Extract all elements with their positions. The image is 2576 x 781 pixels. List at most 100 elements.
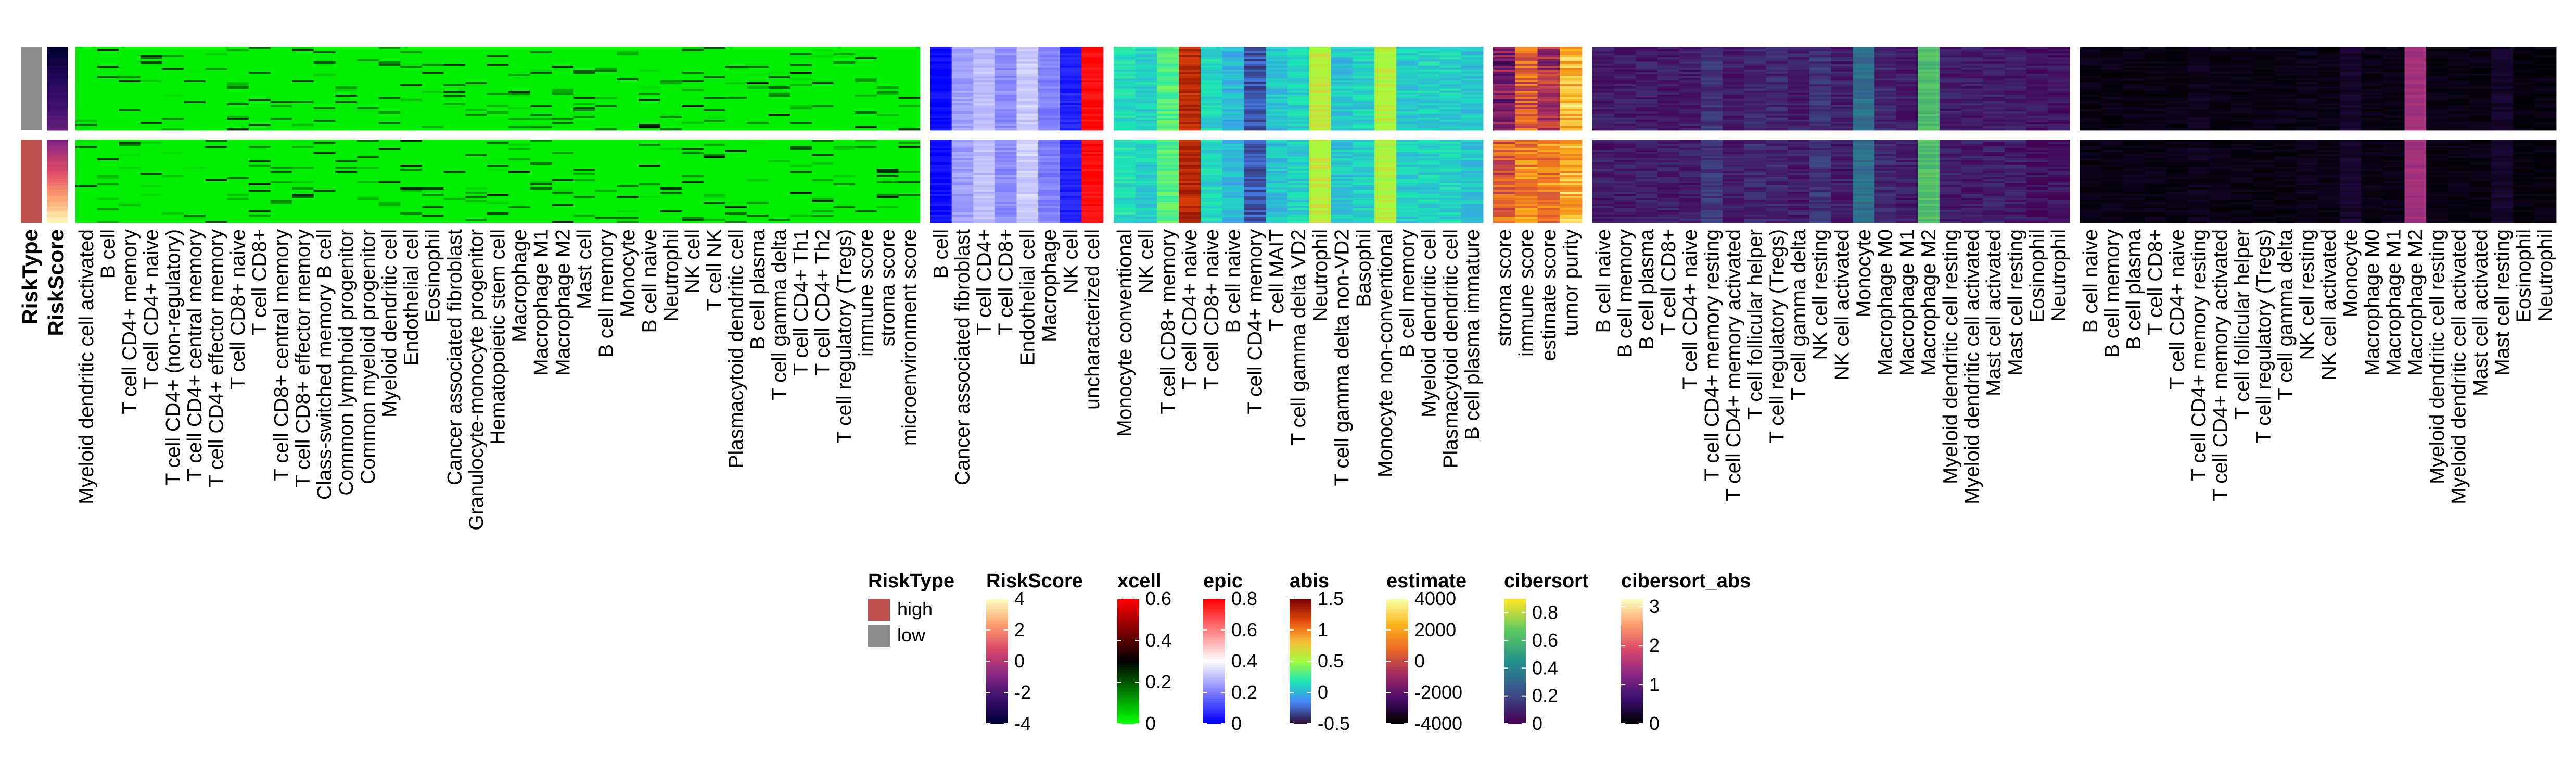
- epic-cell: [994, 192, 1017, 194]
- xcell-cell: [292, 97, 314, 99]
- abis-cell: [1179, 61, 1201, 64]
- xcell-cell: [725, 120, 747, 122]
- xcell-cell: [184, 202, 206, 205]
- xcell-cell: [292, 183, 314, 186]
- xcell-cell: [292, 162, 314, 165]
- abis-cell: [1287, 150, 1310, 153]
- xcell-cell: [508, 74, 531, 77]
- xcell-cell: [270, 196, 292, 198]
- xcell-cell: [530, 118, 552, 120]
- xcell-cell: [227, 206, 249, 209]
- xcell-cell: [768, 93, 790, 95]
- xcell-cell: [119, 82, 141, 85]
- xcell-cell: [660, 57, 682, 60]
- xcell-cell: [75, 66, 98, 68]
- xcell-cell: [898, 116, 921, 118]
- xcell-cell: [422, 185, 444, 188]
- abis-cell: [1179, 55, 1201, 58]
- abis-cell: [1461, 84, 1484, 87]
- epic-cell: [994, 219, 1017, 221]
- abis-cell: [1201, 122, 1223, 124]
- epic-cell: [951, 173, 974, 175]
- abis-cell: [1244, 105, 1266, 108]
- epic-cell: [1038, 103, 1061, 106]
- epic-cell: [951, 217, 974, 219]
- abis-cell: [1353, 148, 1375, 150]
- abis-cell: [1266, 175, 1288, 178]
- abis-cell: [1396, 70, 1419, 72]
- xcell-cell: [573, 47, 596, 49]
- xcell-cell: [617, 84, 639, 87]
- abis-cell: [1266, 198, 1288, 200]
- abis-cell: [1179, 210, 1201, 213]
- epic-cell: [1081, 126, 1104, 129]
- epic-cell: [1060, 68, 1082, 70]
- xcell-cell: [292, 140, 314, 142]
- xcell-cell: [443, 76, 466, 79]
- xcell-cell: [682, 162, 704, 165]
- abis-cell: [1157, 76, 1179, 79]
- xcell-cell: [855, 109, 877, 112]
- abis-cell: [1374, 57, 1397, 60]
- abis-cell: [1157, 49, 1179, 52]
- xcell-cell: [876, 208, 899, 211]
- xcell-cell: [422, 167, 444, 169]
- xcell-cell: [162, 68, 184, 70]
- abis-cell: [1222, 103, 1244, 106]
- epic-cell: [994, 196, 1017, 198]
- epic-cell: [994, 160, 1017, 163]
- xcell-cell: [443, 101, 466, 104]
- epic-cell: [930, 215, 952, 217]
- xcell-cell: [422, 210, 444, 213]
- xcell-cell: [75, 208, 98, 211]
- xcell-cell: [876, 86, 899, 89]
- xcell-cell: [357, 107, 379, 110]
- xcell-cell: [270, 74, 292, 77]
- xcell-cell: [682, 120, 704, 122]
- epic-cell: [1016, 208, 1039, 211]
- epic-cell: [951, 215, 974, 217]
- xcell-cell: [639, 55, 661, 58]
- xcell-cell: [703, 169, 725, 171]
- abis-cell: [1222, 95, 1244, 97]
- xcell-cell: [682, 140, 704, 142]
- abis-cell: [1179, 158, 1201, 161]
- xcell-cell: [357, 179, 379, 182]
- abis-cell: [1201, 158, 1223, 161]
- xcell-cell: [833, 51, 856, 54]
- abis-cell: [1244, 181, 1266, 184]
- abis-cell: [1114, 150, 1136, 153]
- xcell-cell: [660, 93, 682, 95]
- epic-cell: [951, 124, 974, 127]
- xcell-cell: [75, 49, 98, 52]
- xcell-cell: [378, 82, 401, 85]
- xcell-cell: [747, 116, 769, 118]
- xcell-cell: [205, 97, 227, 99]
- xcell-cell: [75, 91, 98, 93]
- epic-cell: [1060, 198, 1082, 200]
- epic-cell: [1060, 70, 1082, 72]
- xcell-cell: [205, 156, 227, 159]
- xcell-cell: [378, 68, 401, 70]
- epic-cell: [951, 47, 974, 49]
- xcell-cell: [833, 124, 856, 127]
- abis-cell: [1114, 165, 1136, 167]
- abis-cell: [1135, 111, 1157, 114]
- xcell-cell: [898, 202, 921, 205]
- xcell-cell: [573, 70, 596, 72]
- xcell-cell: [639, 152, 661, 155]
- xcell-cell: [768, 55, 790, 58]
- abis-cell: [1244, 126, 1266, 129]
- xcell-cell: [898, 152, 921, 155]
- abis-cell: [1266, 187, 1288, 190]
- xcell-cell: [227, 93, 249, 95]
- xcell-cell: [227, 74, 249, 77]
- xcell-cell: [530, 72, 552, 74]
- xcell-cell: [660, 200, 682, 203]
- xcell-cell: [119, 91, 141, 93]
- epic-cell: [1081, 196, 1104, 198]
- epic-cell: [1081, 97, 1104, 99]
- xcell-cell: [378, 109, 401, 112]
- xcell-cell: [335, 76, 358, 79]
- epic-cell: [973, 206, 996, 209]
